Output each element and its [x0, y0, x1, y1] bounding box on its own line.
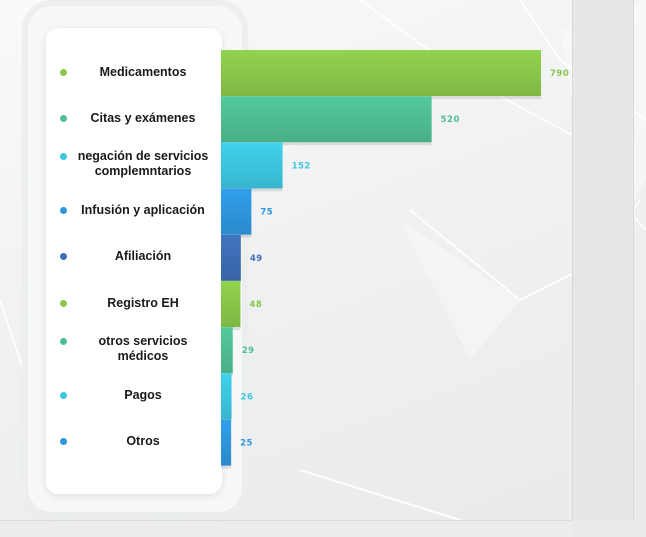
bullet-dot-icon	[60, 153, 67, 161]
category-label-line: Medicamentos	[99, 64, 187, 79]
category-label-line: Registro EH	[107, 295, 179, 310]
bullet-dot-icon	[60, 299, 67, 307]
label-card	[46, 28, 222, 494]
bullet-dot-icon	[60, 391, 67, 399]
value-label-8: 26	[241, 392, 254, 402]
bullet-dot-icon	[60, 253, 67, 261]
category-label-line: Otros	[126, 434, 160, 449]
bar-shadow	[221, 187, 283, 192]
category-label: Afiliación	[68, 249, 218, 264]
category-row: otros servicios médicos	[46, 326, 222, 372]
bullet-dot-icon	[60, 338, 67, 346]
category-label: Otros	[68, 434, 218, 449]
bar-2	[221, 96, 432, 143]
category-row: negación de servicios complemntarios	[46, 141, 222, 187]
bullet-dot-icon	[60, 207, 67, 215]
category-row: Infusión y aplicación	[46, 188, 222, 234]
bar-shadow	[221, 141, 432, 146]
value-label-6: 48	[249, 300, 262, 310]
category-label: Infusión y aplicación	[68, 203, 218, 218]
bar-3	[221, 142, 283, 189]
category-row: Citas y exámenes	[46, 95, 222, 141]
category-label: negación de servicios complemntarios	[68, 149, 218, 179]
value-label-9: 25	[240, 439, 253, 449]
value-label-7: 29	[242, 346, 255, 356]
category-label: Pagos	[68, 388, 218, 403]
value-label-5: 49	[250, 254, 263, 264]
bullet-dot-icon	[60, 438, 67, 446]
category-label-line: Afiliación	[114, 249, 172, 264]
category-label: otros servicios médicos	[68, 334, 218, 364]
category-label-line: Infusión y aplicación	[81, 203, 205, 218]
bar-shadow	[221, 464, 232, 469]
category-label-line: Citas y exámenes	[90, 110, 196, 125]
category-row: Pagos	[46, 372, 222, 418]
category-label: Medicamentos	[68, 65, 218, 80]
value-label-4: 75	[260, 208, 273, 218]
category-label-line: médicos	[117, 349, 169, 364]
category-label-line: negación de servicios	[77, 149, 209, 164]
category-label-line: complemntarios	[94, 164, 192, 179]
value-label-3: 152	[292, 161, 311, 171]
category-label: Registro EH	[68, 296, 218, 311]
bar-1	[221, 50, 541, 96]
category-label-line: otros servicios	[98, 334, 188, 349]
category-row: Medicamentos	[46, 49, 222, 95]
bullet-dot-icon	[60, 114, 67, 122]
category-row: Registro EH	[46, 280, 222, 326]
bottom-frame-strip	[0, 520, 572, 537]
bar-5	[221, 234, 241, 281]
bar-9	[221, 419, 232, 466]
bar-8	[221, 373, 232, 420]
bar-6	[221, 281, 241, 327]
bullet-dot-icon	[60, 68, 67, 76]
category-label-line: Pagos	[124, 387, 162, 402]
category-label: Citas y exámenes	[68, 111, 218, 126]
category-row: Afiliación	[46, 234, 222, 280]
value-label-2: 520	[441, 115, 460, 125]
category-row: Otros	[46, 419, 222, 465]
bar-7	[221, 327, 233, 374]
value-label-1: 790	[550, 69, 569, 79]
bar-4	[221, 188, 252, 235]
right-frame-strip	[572, 0, 634, 520]
